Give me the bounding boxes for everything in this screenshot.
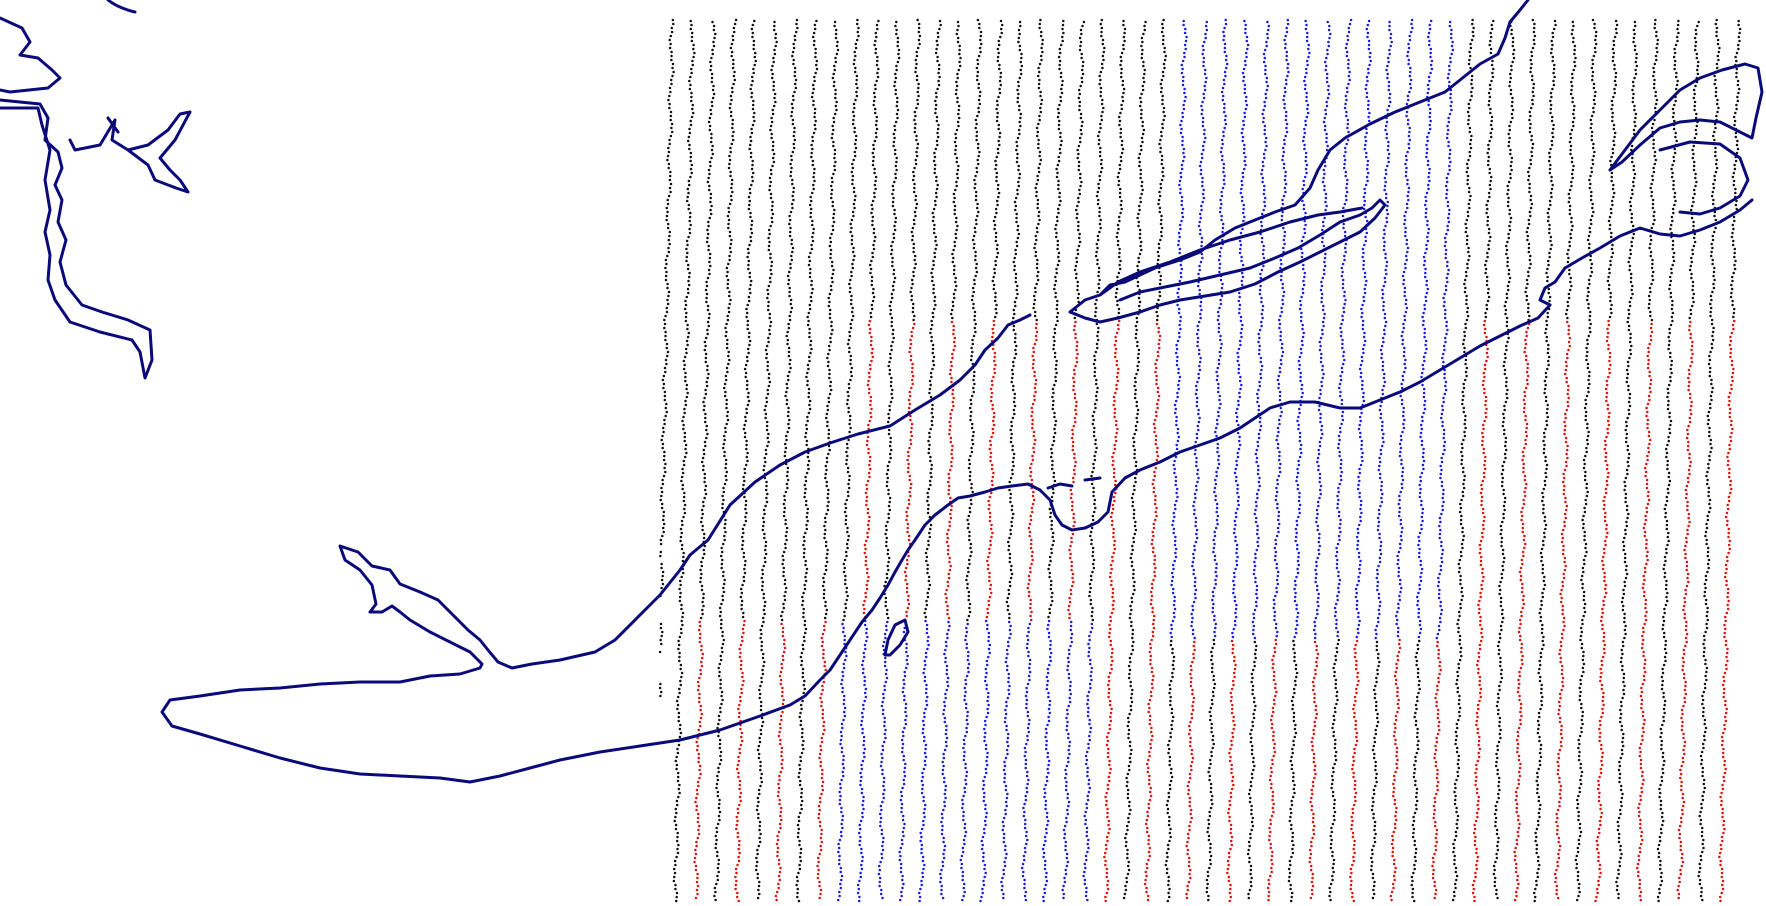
survey-track-line: [1676, 20, 1700, 900]
survey-track-line: [658, 18, 675, 698]
survey-track-line: [754, 20, 778, 900]
coastline-layer: [0, 0, 1764, 784]
survey-track-line: [774, 18, 799, 902]
coastline-center-islands: [883, 476, 1102, 657]
survey-track-line: [1635, 18, 1660, 902]
survey-track-line: [1164, 19, 1188, 903]
survey-track-line: [1389, 18, 1414, 902]
survey-track-line: [1471, 19, 1495, 903]
survey-track-line: [1431, 20, 1455, 900]
survey-track-line: [1226, 19, 1250, 903]
survey-track-line: [917, 19, 942, 903]
survey-track-line: [898, 18, 922, 902]
survey-track-line: [795, 19, 819, 903]
survey-track-line: [1143, 18, 1168, 902]
survey-track-line: [1451, 18, 1475, 902]
survey-track-line: [959, 18, 983, 902]
coastline-southern-lake: [160, 198, 1754, 784]
survey-track-line: [1328, 18, 1353, 902]
survey-track-line: [1513, 18, 1537, 902]
survey-track-line: [1553, 20, 1577, 900]
survey-track-line: [877, 20, 901, 900]
survey-track-line: [1185, 20, 1209, 900]
survey-track-line: [1061, 20, 1086, 900]
survey-track-line: [1615, 20, 1639, 900]
survey-track-line: [1574, 18, 1598, 902]
survey-track-line: [939, 20, 962, 900]
survey-track-line: [1492, 20, 1516, 900]
survey-track-line: [1082, 18, 1106, 902]
survey-track-line: [1410, 19, 1434, 903]
survey-track-line: [1041, 19, 1065, 903]
survey-track-line: [1718, 19, 1742, 903]
survey-track-line: [693, 20, 717, 900]
survey-track-line: [1532, 19, 1557, 903]
survey-track-line: [1594, 19, 1619, 903]
survey-track-line: [836, 18, 860, 902]
survey-track-line: [1266, 18, 1290, 902]
survey-track-line: [979, 19, 1004, 903]
coastline-northern-inlets: [1068, 0, 1530, 324]
survey-track-line: [856, 19, 880, 903]
survey-track-line: [1000, 20, 1024, 900]
survey-track-line: [1697, 18, 1721, 902]
coastline-northeast-lake: [1608, 62, 1764, 216]
survey-track-line: [1656, 19, 1680, 903]
survey-track-line: [1103, 19, 1127, 903]
survey-track-line: [1349, 19, 1372, 903]
survey-track-line: [672, 19, 696, 903]
survey-track-line: [734, 19, 758, 903]
survey-track-line: [1370, 20, 1393, 900]
survey-tracks-layer: [658, 18, 1742, 903]
survey-track-line: [1287, 19, 1311, 903]
survey-track-line: [1205, 18, 1229, 902]
coastline-northwest-fjord: [0, 0, 192, 380]
survey-track-line: [713, 18, 738, 902]
survey-track-line: [1020, 18, 1044, 902]
survey-track-line: [1308, 20, 1332, 900]
survey-track-line: [816, 20, 840, 900]
